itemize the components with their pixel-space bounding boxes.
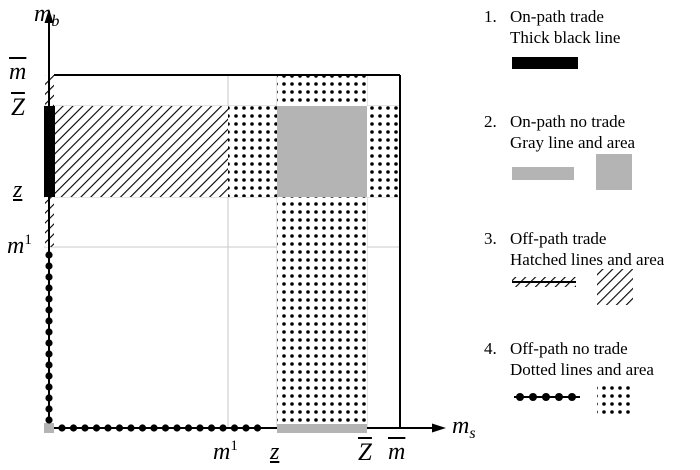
bead-dot: [45, 306, 53, 314]
bead-dot: [242, 424, 250, 432]
dotted-area-left-box: [228, 106, 277, 197]
bead-dot: [45, 251, 53, 259]
bead-dot: [45, 372, 53, 380]
legend-gray-line-icon: [512, 167, 574, 180]
x-tick-z-under: z: [270, 439, 280, 465]
x-axis-arrowhead: [432, 423, 446, 433]
bead-dot: [219, 424, 227, 432]
legend-hatched-area-icon: [597, 269, 633, 305]
x-axis-gray-segment: [277, 424, 367, 433]
legend-dotted-area-icon: [597, 383, 633, 417]
y-tick-z-under: z: [13, 177, 23, 203]
bead-dot: [45, 273, 53, 281]
bead-dot: [230, 424, 239, 432]
bead-dot: [45, 350, 53, 358]
legend-thick-black-line-icon: [512, 57, 578, 69]
bead-dot: [542, 393, 550, 401]
bead-dot: [138, 424, 147, 432]
bead-dot: [173, 424, 181, 432]
y-tick-m-bar: m: [9, 59, 27, 85]
bead-dot: [127, 424, 135, 432]
x-tick-m-bar: m: [388, 439, 406, 465]
bead-dot: [45, 383, 53, 391]
bead-dot: [45, 339, 53, 347]
bead-dot: [529, 393, 537, 401]
x-tick-m1: m1: [213, 438, 238, 465]
bead-dot: [150, 424, 158, 432]
bead-dot: [92, 424, 101, 432]
bead-dot: [45, 416, 53, 424]
y-tick-m1: m1: [7, 232, 32, 259]
x-axis-dotted-segment: [58, 424, 262, 432]
bead-dot: [45, 262, 53, 270]
legend-item-1: 1. On-path trade Thick black line: [484, 7, 621, 47]
legend-item-2: 2. On-path no trade Gray line and area: [484, 112, 636, 152]
legend-dotted-line-icon: [514, 393, 580, 401]
legend-gray-area-icon: [596, 154, 632, 190]
legend-item-4: 4. Off-path no trade Dotted lines and are…: [484, 339, 654, 379]
bead-dot: [207, 424, 216, 432]
bead-dot: [45, 284, 53, 292]
bead-dot: [568, 393, 576, 401]
bead-dot: [555, 393, 563, 401]
hatched-area: [54, 106, 228, 197]
legend-item-3: 3. Off-path trade Hatched lines and area: [484, 229, 665, 269]
y-axis-dotted-segment: [45, 251, 53, 424]
gray-area: [277, 106, 367, 197]
bead-dot: [184, 424, 193, 432]
bead-dot: [516, 393, 524, 401]
bead-dot: [45, 394, 53, 402]
bead-dot: [45, 405, 53, 413]
bead-dot: [196, 424, 204, 432]
bead-dot: [45, 361, 53, 369]
bead-dot: [161, 424, 170, 432]
bead-dot: [58, 424, 66, 432]
bead-dot: [45, 317, 53, 325]
y-axis-label: mb: [34, 1, 60, 30]
bead-dot: [115, 424, 124, 432]
x-axis-label: ms: [452, 413, 476, 442]
bead-dot: [45, 328, 53, 336]
bead-dot: [81, 424, 89, 432]
bead-dot: [104, 424, 112, 432]
legend-hatched-line-icon: [512, 277, 576, 287]
bead-dot: [45, 295, 53, 303]
bead-dot: [253, 424, 262, 432]
y-tick-Z-bar: Z: [11, 94, 25, 121]
bead-dot: [69, 424, 78, 432]
y-axis-arrowhead: [44, 9, 54, 23]
origin-gray-marker: [44, 423, 54, 433]
dotted-area-right-box: [367, 106, 400, 197]
x-tick-Z-bar: Z: [358, 439, 372, 466]
